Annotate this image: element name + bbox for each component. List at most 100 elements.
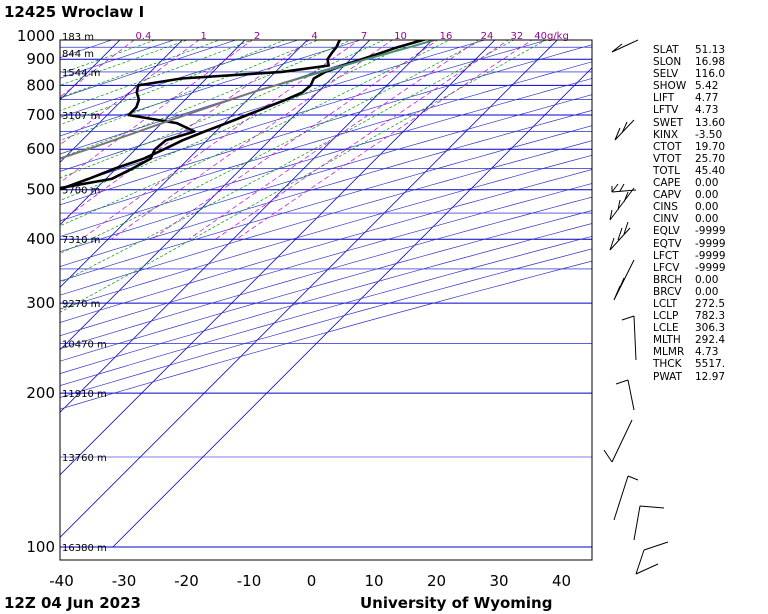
pressure-tick-label: 500 — [26, 181, 55, 199]
temperature-axis: -40 -30 -20 -10 0 10 20 30 40 — [49, 572, 571, 590]
index-value: -9999 — [695, 225, 726, 238]
index-value: -9999 — [695, 249, 726, 262]
index-row: CINS 0.00 — [653, 201, 726, 213]
height-label: 9270 m — [62, 299, 100, 310]
dry-adiabat-line — [60, 94, 592, 253]
index-key: CAPE — [653, 177, 681, 190]
mixing-ratio-line — [236, 40, 533, 240]
wind-barb-icon — [633, 505, 665, 541]
dry-adiabat-line — [60, 110, 592, 267]
mixing-ratio-label: 7 — [361, 31, 367, 42]
plot-frame — [59, 39, 593, 561]
height-label: 10470 m — [62, 340, 107, 351]
isotherm-line — [60, 40, 433, 413]
index-value: 4.73 — [695, 104, 719, 117]
index-row: LFCT -9999 — [653, 250, 726, 262]
pressure-tick-label: 300 — [26, 294, 55, 312]
profile-lines — [60, 40, 439, 191]
index-row: MLMR 4.73 — [653, 346, 726, 358]
temperature-tick-label: -10 — [237, 572, 262, 590]
index-key: LFTV — [653, 104, 679, 117]
index-row: MLTH 292.4 — [653, 334, 726, 346]
height-label: 11910 m — [62, 389, 107, 400]
index-row: PWAT 12.97 — [653, 371, 726, 383]
dry-adiabat-line — [60, 44, 592, 206]
index-row: LFCV -9999 — [653, 262, 726, 274]
pressure-tick-label: 800 — [26, 76, 55, 94]
index-key: BRCH — [653, 273, 683, 286]
isotherm-line — [112, 67, 592, 548]
mixing-ratio-label: 40g/kg — [534, 31, 569, 42]
index-value: 45.40 — [695, 164, 726, 177]
moist-adiabat-line — [60, 40, 253, 111]
isotherm-line — [60, 40, 246, 226]
moist-adiabat-line — [60, 40, 547, 313]
pressure-tick-label: 100 — [26, 538, 55, 556]
sounding-indices: SLAT 51.13 SLON 16.98 SELV 116.0 SHOW 5.42 LIFT 4… — [653, 44, 726, 383]
moist-adiabat-line — [60, 40, 352, 159]
index-value: 0.00 — [695, 189, 719, 202]
moist-adiabat-line — [60, 40, 418, 201]
moist-adiabat-line — [60, 40, 319, 141]
index-key: LCLT — [653, 297, 677, 310]
index-key: KINX — [653, 128, 679, 141]
index-key: VTOT — [653, 152, 682, 165]
dry-adiabat-line — [60, 223, 592, 374]
dry-adiabat-line — [60, 260, 592, 410]
mixing-ratio-line — [81, 40, 360, 240]
pressure-tick-label: 400 — [26, 230, 55, 248]
mixing-ratio-label: 2 — [254, 31, 260, 42]
mixing-ratio-label: 32 — [511, 31, 524, 42]
moist-adiabat-line — [60, 40, 189, 86]
index-value: 4.77 — [695, 92, 719, 105]
index-row: SLAT 51.13 — [653, 44, 726, 56]
index-row: CAPV 0.00 — [653, 189, 726, 201]
wind-barb-icon — [635, 541, 669, 575]
mixing-ratio-line — [215, 40, 509, 240]
index-value: 0.00 — [695, 273, 719, 286]
index-row: LFTV 4.73 — [653, 104, 726, 116]
mixing-ratio-line — [60, 40, 311, 223]
index-value: -9999 — [695, 261, 726, 274]
index-row: LIFT 4.77 — [653, 92, 726, 104]
index-row: THCK 5517. — [653, 358, 726, 370]
index-value: 4.73 — [695, 346, 719, 359]
mixing-ratio-label: 10 — [394, 31, 407, 42]
height-label: 7310 m — [62, 235, 100, 246]
temperature-tick-label: 10 — [364, 572, 383, 590]
index-row: SLON 16.98 — [653, 56, 726, 68]
moist-adiabat-line — [60, 40, 221, 98]
wind-barb-icon — [613, 259, 635, 301]
index-row: SELV 116.0 — [653, 68, 726, 80]
index-key: SELV — [653, 68, 679, 81]
index-key: CTOT — [653, 140, 682, 153]
index-value: 5517. — [695, 358, 726, 371]
index-key: CINV — [653, 213, 679, 226]
index-row: LCLT 272.5 — [653, 298, 726, 310]
index-key: LFCV — [653, 261, 680, 274]
index-row: EQTV -9999 — [653, 238, 726, 250]
index-key: LCLE — [653, 322, 679, 335]
dry-adiabat-line — [60, 140, 592, 296]
pressure-axis: 100 200 300 400 500 600 700 800 900 1000 — [17, 27, 55, 556]
dry-adiabat-line — [60, 61, 592, 222]
index-value: 782.3 — [695, 310, 726, 323]
dry-adiabat-line — [60, 78, 592, 237]
index-value: 272.5 — [695, 297, 726, 310]
temperature-tick-label: -40 — [49, 572, 74, 590]
index-key: PWAT — [653, 370, 682, 383]
isotherm-line — [60, 40, 308, 288]
index-value: 0.00 — [695, 201, 719, 214]
dry-adiabat-line — [60, 196, 592, 349]
index-key: BRCV — [653, 285, 682, 298]
wind-barb-icon — [611, 183, 637, 193]
index-row: CAPE 0.00 — [653, 177, 726, 189]
index-key: SWET — [653, 116, 684, 129]
index-value: -3.50 — [695, 128, 723, 141]
mixing-ratio-label: 24 — [481, 31, 494, 42]
index-row: BRCH 0.00 — [653, 274, 726, 286]
mixing-ratio-label: 0.4 — [135, 31, 151, 42]
wind-barb-icon — [603, 419, 633, 463]
height-label: 183 m — [62, 32, 94, 43]
pressure-tick-label: 200 — [26, 384, 55, 402]
